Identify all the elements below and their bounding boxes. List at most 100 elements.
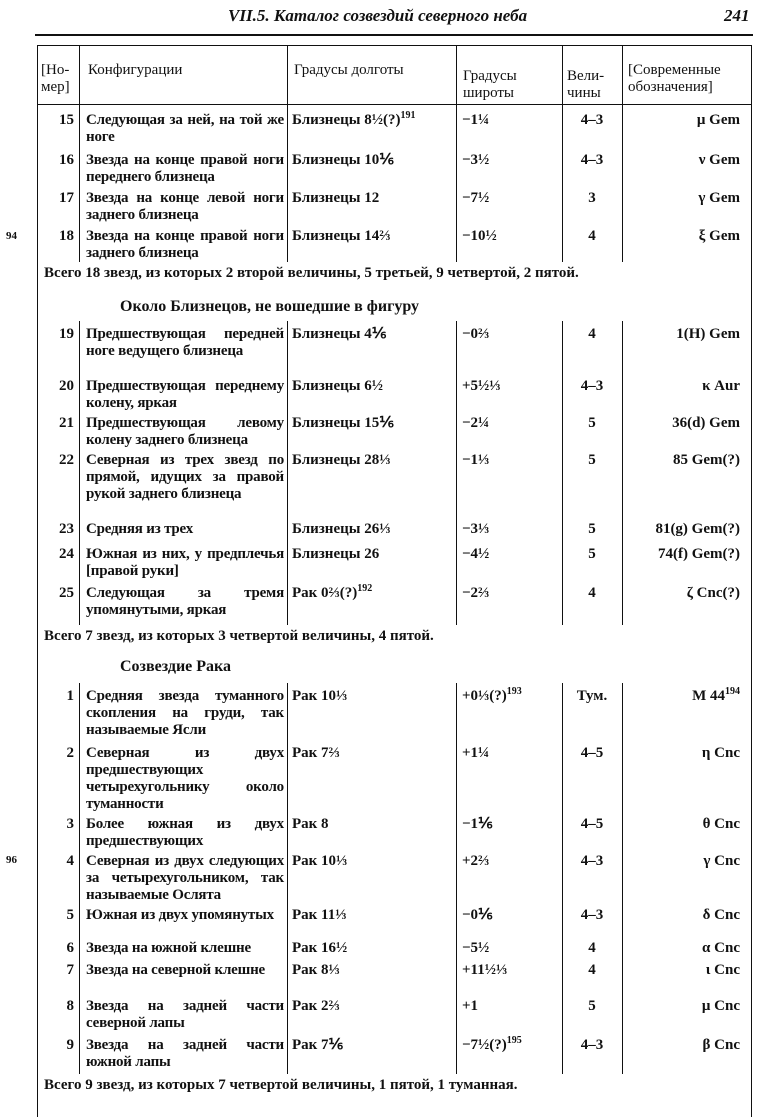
header-bottom-rule (37, 104, 752, 105)
star-longitude: Близнецы 14⅔ (292, 228, 452, 245)
star-magnitude: 5 (588, 546, 596, 562)
footnote-ref: 193 (506, 686, 522, 697)
latitude-value: −4½ (462, 546, 490, 562)
star-longitude: Рак 16½ (292, 940, 452, 957)
star-longitude: Рак 7⅔ (292, 745, 452, 762)
star-designation: 36(d) Gem (626, 415, 740, 432)
star-longitude: Рак 8 (292, 816, 452, 833)
star-latitude: −5½ (462, 940, 558, 957)
star-designation: 1(H) Gem (626, 326, 740, 343)
star-designation: δ Cnc (626, 907, 740, 924)
latitude-value: −1⅓ (462, 452, 490, 468)
star-configuration: Предшествующая передней ноге ведущего бл… (86, 326, 284, 359)
star-number: 23 (59, 521, 74, 537)
star-number: 22 (59, 452, 74, 468)
star-designation: 74(f) Gem(?) (626, 546, 740, 563)
latitude-value: +5½⅓ (462, 378, 501, 394)
designation-value: μ Gem (696, 112, 740, 128)
star-configuration: Более южная из двух предшествующих (86, 816, 284, 849)
latitude-value: −3½ (462, 152, 490, 168)
latitude-value: −7½ (462, 190, 490, 206)
star-longitude: Рак 11⅓ (292, 907, 452, 924)
footnote-ref: 194 (725, 686, 740, 697)
star-latitude: −1⅙ (462, 816, 558, 833)
latitude-value: −0⅙ (462, 907, 493, 923)
star-designation: ν Gem (626, 152, 740, 169)
star-designation: β Cnc (626, 1037, 741, 1054)
star-number: 17 (59, 190, 74, 206)
col-header-configuration: Конфигурации (88, 62, 183, 78)
section-title: Созвездие Рака (120, 658, 232, 675)
star-number: 6 (66, 940, 75, 956)
longitude-value: Рак 2⅔ (292, 998, 340, 1014)
star-number: 1 (66, 688, 75, 704)
designation-value: 1(H) Gem (676, 326, 740, 342)
longitude-value: Рак 7⅔ (292, 745, 340, 761)
column-divider (562, 45, 563, 262)
star-longitude: Рак 8⅓ (292, 962, 452, 979)
designation-value: κ Aur (702, 378, 740, 394)
star-latitude: +1 (462, 998, 558, 1015)
star-latitude: −2¼ (462, 415, 558, 432)
column-divider (79, 321, 80, 625)
star-latitude: −2⅔ (462, 585, 558, 602)
longitude-value: Рак 8 (292, 816, 329, 832)
latitude-value: +11½⅓ (462, 962, 508, 978)
star-magnitude: 3 (588, 190, 596, 206)
longitude-value: Рак 11⅓ (292, 907, 347, 923)
star-magnitude: 4–5 (580, 816, 604, 832)
star-designation: 85 Gem(?) (626, 452, 740, 469)
longitude-value: Рак 10⅓ (292, 688, 348, 704)
star-latitude: −0⅙ (462, 907, 558, 924)
star-longitude: Рак 10⅓ (292, 853, 452, 870)
star-latitude: +1¼ (462, 745, 558, 762)
column-divider (79, 45, 80, 262)
star-latitude: −0⅔ (462, 326, 558, 343)
star-number: 5 (66, 907, 75, 923)
star-configuration: Звезда на южной клешне (86, 940, 251, 956)
star-configuration: Следующая за тремя упомянутыми, яркая (86, 585, 284, 618)
latitude-value: −10½ (462, 228, 497, 244)
footnote-ref: 191 (400, 110, 416, 121)
star-latitude: −10½ (462, 228, 558, 245)
star-designation: μ Gem (626, 112, 740, 129)
col-header-designation: [Современные обозначения] (628, 62, 721, 95)
star-configuration: Южная из них, у предплечья [правой руки] (86, 546, 284, 579)
star-configuration: Северная из трех звезд по прямой, идущих… (86, 452, 284, 502)
star-magnitude: 4 (588, 962, 596, 978)
star-configuration: Средняя звезда туманного скопления на гр… (86, 688, 284, 738)
margin-number: 96 (6, 854, 17, 866)
star-configuration: Предшествующая левому колену заднего бли… (86, 415, 284, 448)
page-number: 241 (724, 6, 750, 25)
star-number: 19 (59, 326, 74, 342)
star-configuration: Звезда на задней части южной лапы (86, 1037, 284, 1070)
footnote-ref: 192 (357, 583, 373, 594)
star-designation: η Cnc (626, 745, 740, 762)
designation-value: α Cnc (702, 940, 740, 956)
latitude-value: −5½ (462, 940, 490, 956)
latitude-value: −7½(?) (462, 1037, 507, 1053)
designation-value: γ Cnc (703, 853, 740, 869)
star-designation: ζ Cnc(?) (626, 585, 740, 602)
col-header-number: [Но-мер] (41, 62, 70, 95)
longitude-value: Рак 0⅔(?) (292, 585, 358, 601)
star-designation: ι Cnc (626, 962, 740, 979)
star-magnitude: 4–3 (580, 152, 604, 168)
latitude-value: −1¼ (462, 112, 490, 128)
designation-value: ξ Gem (698, 228, 740, 244)
designation-value: ι Cnc (705, 962, 740, 978)
longitude-value: Близнецы 26 (292, 546, 380, 562)
column-divider (622, 45, 623, 262)
star-latitude: −1¼ (462, 112, 558, 129)
latitude-value: −1⅙ (462, 816, 493, 832)
star-designation: M 44194 (626, 686, 740, 705)
longitude-value: Близнецы 12 (292, 190, 380, 206)
star-designation: μ Cnc (626, 998, 740, 1015)
latitude-value: +1 (462, 998, 479, 1014)
star-number: 24 (59, 546, 74, 562)
star-longitude: Близнецы 28⅓ (292, 452, 452, 469)
designation-value: β Cnc (702, 1037, 741, 1053)
column-divider (287, 683, 288, 1074)
latitude-value: +2⅔ (462, 853, 490, 869)
latitude-value: +1¼ (462, 745, 490, 761)
